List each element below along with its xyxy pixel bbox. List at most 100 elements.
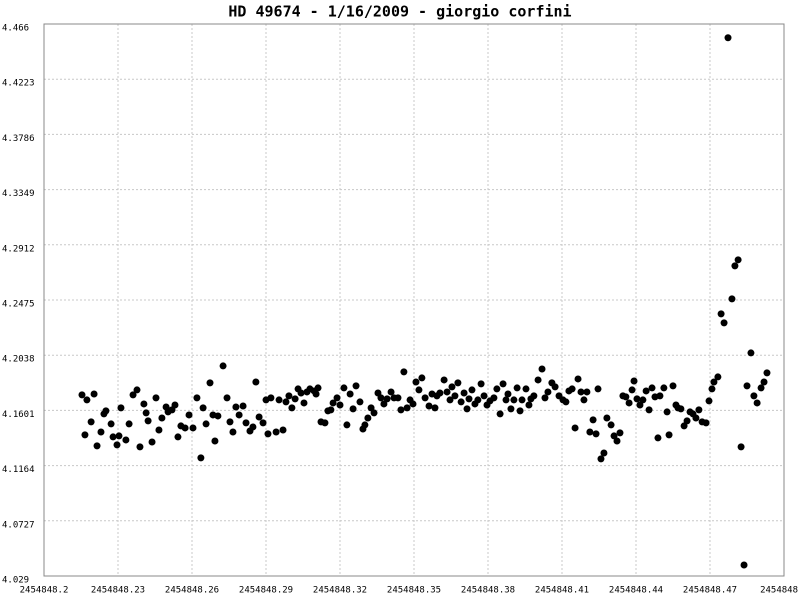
data-point	[516, 407, 524, 415]
data-point	[264, 430, 272, 438]
data-point	[510, 396, 518, 404]
data-point	[594, 385, 602, 393]
data-point	[642, 387, 650, 395]
data-point	[753, 399, 761, 407]
data-point	[97, 428, 105, 436]
y-tick-label: 4.1164	[2, 465, 35, 475]
data-point	[117, 404, 125, 412]
data-point	[83, 396, 91, 404]
data-point	[312, 390, 320, 398]
data-point	[502, 396, 510, 404]
y-tick-label: 4.2912	[2, 244, 35, 254]
data-point	[639, 396, 647, 404]
x-tick-label: 2454848	[760, 586, 798, 596]
data-point	[448, 383, 456, 391]
data-point	[144, 417, 152, 425]
data-point	[356, 398, 364, 406]
data-point	[255, 413, 263, 421]
data-point	[252, 378, 260, 386]
data-point	[654, 434, 662, 442]
data-point	[383, 395, 391, 403]
data-point	[622, 393, 630, 401]
data-point	[436, 389, 444, 397]
data-point	[603, 414, 611, 422]
data-point	[314, 384, 322, 392]
data-point	[610, 432, 618, 440]
data-point	[259, 419, 267, 427]
data-point	[288, 404, 296, 412]
data-point	[394, 394, 402, 402]
data-point	[750, 392, 758, 400]
data-point	[740, 561, 748, 569]
data-point	[454, 379, 462, 387]
data-point	[562, 398, 570, 406]
data-point	[321, 419, 329, 427]
data-point	[645, 406, 653, 414]
data-point	[418, 374, 426, 382]
data-point	[616, 429, 624, 437]
data-point	[158, 414, 166, 422]
data-point	[181, 424, 189, 432]
data-point	[349, 405, 357, 413]
data-point	[504, 390, 512, 398]
data-point	[197, 454, 205, 462]
x-tick-label: 2454848.26	[165, 586, 219, 596]
data-point	[223, 394, 231, 402]
data-point	[525, 401, 533, 409]
data-point	[235, 411, 243, 419]
data-point	[440, 376, 448, 384]
data-point	[336, 401, 344, 409]
data-point	[211, 437, 219, 445]
data-point	[229, 428, 237, 436]
data-point	[272, 428, 280, 436]
data-point	[206, 379, 214, 387]
data-point	[571, 424, 579, 432]
data-point	[226, 418, 234, 426]
x-tick-label: 2454848.32	[313, 586, 367, 596]
data-point	[683, 417, 691, 425]
data-point	[115, 432, 123, 440]
y-tick-label: 4.1601	[2, 410, 35, 420]
data-point	[544, 388, 552, 396]
data-point	[534, 376, 542, 384]
data-point	[717, 310, 725, 318]
data-point	[232, 403, 240, 411]
data-point	[400, 368, 408, 376]
data-point	[148, 438, 156, 446]
data-point	[155, 426, 163, 434]
data-point	[387, 388, 395, 396]
data-point	[415, 386, 423, 394]
x-tick-label: 2454848.35	[387, 586, 441, 596]
data-point	[522, 385, 530, 393]
data-point	[633, 395, 641, 403]
data-point	[152, 394, 160, 402]
data-point	[397, 406, 405, 414]
data-point	[677, 405, 685, 413]
data-point	[493, 385, 501, 393]
data-point	[734, 256, 742, 264]
data-point	[214, 412, 222, 420]
data-point	[465, 395, 473, 403]
data-point	[490, 394, 498, 402]
data-point	[367, 404, 375, 412]
data-point	[327, 406, 335, 414]
data-point	[586, 428, 594, 436]
data-point	[275, 396, 283, 404]
x-tick-label: 2454848.47	[683, 586, 737, 596]
data-point	[291, 395, 299, 403]
data-point	[93, 442, 101, 450]
data-point	[568, 385, 576, 393]
data-point	[710, 378, 718, 386]
data-point	[329, 399, 337, 407]
data-point	[282, 398, 290, 406]
data-point	[333, 394, 341, 402]
data-point	[125, 420, 133, 428]
data-point	[361, 421, 369, 429]
data-point	[300, 399, 308, 407]
data-point	[468, 386, 476, 394]
x-tick-label: 2454848.2	[20, 586, 69, 596]
y-tick-label: 4.3349	[2, 189, 35, 199]
data-point	[431, 404, 439, 412]
data-point	[743, 382, 751, 390]
